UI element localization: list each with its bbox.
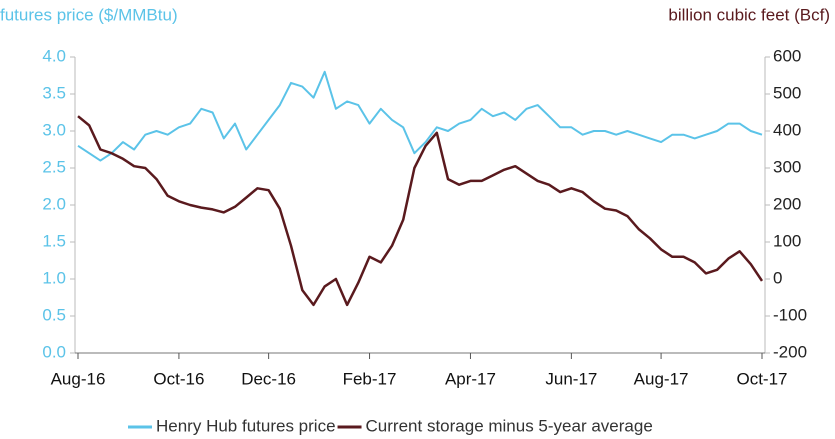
x-tick-label: Aug-17 xyxy=(634,369,689,388)
x-tick-label: Oct-16 xyxy=(153,369,204,388)
y-tick-label: 2.5 xyxy=(42,157,66,176)
y-axis-label: futures price ($/MMBtu) xyxy=(0,5,178,24)
x-tick-label: Aug-16 xyxy=(51,369,106,388)
x-tick-label: Jun-17 xyxy=(545,369,597,388)
y2-tick-label: 200 xyxy=(773,194,801,213)
y2-tick-label: 400 xyxy=(773,120,801,139)
y2-tick-label: 300 xyxy=(773,157,801,176)
y2-tick-label: 500 xyxy=(773,83,801,102)
y-tick-label: 3.0 xyxy=(42,120,66,139)
y-tick-label: 2.0 xyxy=(42,194,66,213)
y-tick-label: 4.0 xyxy=(42,46,66,65)
y-tick-label: 0.0 xyxy=(42,342,66,361)
series-line xyxy=(77,70,763,162)
x-tick-label: Dec-16 xyxy=(241,369,296,388)
x-tick-label: Apr-17 xyxy=(445,369,496,388)
y-tick-label: 1.0 xyxy=(42,268,66,287)
y2-tick-label: 100 xyxy=(773,231,801,250)
legend-label: Current storage minus 5-year average xyxy=(366,416,653,435)
y-tick-label: 1.5 xyxy=(42,231,66,250)
y2-tick-label: 600 xyxy=(773,46,801,65)
series-line xyxy=(77,115,764,307)
legend-label: Henry Hub futures price xyxy=(156,416,336,435)
y2-tick-label: -100 xyxy=(773,305,807,324)
x-tick-label: Feb-17 xyxy=(343,369,397,388)
y-tick-label: 3.5 xyxy=(42,83,66,102)
y2-tick-label: 0 xyxy=(773,268,782,287)
y2-axis-label: billion cubic feet (Bcf) xyxy=(668,5,830,24)
y2-tick-label: -200 xyxy=(773,342,807,361)
x-tick-label: Oct-17 xyxy=(736,369,787,388)
y-tick-label: 0.5 xyxy=(42,305,66,324)
